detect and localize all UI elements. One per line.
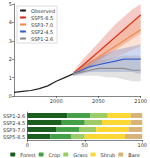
svg-text:1: 1: [9, 75, 12, 81]
svg-text:2100: 2100: [134, 98, 147, 104]
svg-text:5: 5: [9, 1, 12, 7]
svg-text:SSP5-8.5: SSP5-8.5: [3, 134, 25, 140]
svg-text:Bare: Bare: [128, 152, 140, 158]
svg-text:SSP3-7.0: SSP3-7.0: [31, 22, 53, 28]
svg-text:SSP2-4.5: SSP2-4.5: [31, 29, 53, 35]
svg-text:100: 100: [137, 142, 147, 148]
svg-text:Shrub: Shrub: [100, 152, 115, 158]
svg-text:3: 3: [9, 38, 12, 44]
svg-text:2: 2: [9, 56, 12, 62]
svg-text:2050: 2050: [92, 98, 105, 104]
svg-text:0: 0: [26, 142, 29, 148]
svg-text:SSP3-7.0: SSP3-7.0: [3, 127, 25, 133]
svg-text:Crop: Crop: [49, 152, 61, 158]
svg-text:SSP5-8.5: SSP5-8.5: [31, 15, 53, 21]
svg-text:4: 4: [9, 19, 12, 25]
svg-text:SSP2-4.5: SSP2-4.5: [3, 120, 25, 126]
svg-text:SSP1-2.6: SSP1-2.6: [3, 113, 25, 119]
svg-text:Grass: Grass: [73, 152, 88, 158]
svg-text:Forest: Forest: [20, 152, 35, 158]
svg-text:2000: 2000: [50, 98, 63, 104]
svg-text:Observed: Observed: [31, 8, 55, 14]
svg-text:50: 50: [82, 142, 88, 148]
svg-text:0: 0: [9, 93, 12, 99]
svg-text:SSP1-2.6: SSP1-2.6: [31, 36, 53, 42]
